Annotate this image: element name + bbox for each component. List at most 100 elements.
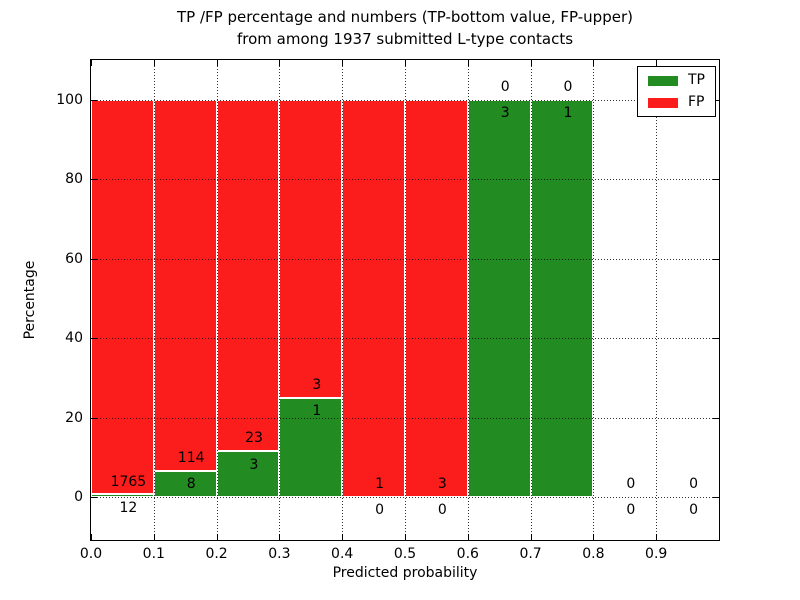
bar-annotation-fp: 0 bbox=[563, 79, 573, 96]
bar-annotation-fp: 23 bbox=[245, 430, 263, 447]
x-tick-mark bbox=[468, 534, 469, 540]
bar-annotation-tp: 8 bbox=[186, 476, 196, 493]
chart-title-line-2: from among 1937 submitted L-type contact… bbox=[236, 30, 574, 48]
bar-fp bbox=[342, 100, 405, 497]
y-tick-mark bbox=[713, 100, 719, 101]
y-tick-label: 100 bbox=[56, 92, 83, 108]
y-tick-label: 0 bbox=[74, 489, 83, 505]
x-tick-label: 0.2 bbox=[205, 546, 228, 562]
y-tick-label: 60 bbox=[65, 250, 83, 267]
bar-annotation-tp: 1 bbox=[563, 105, 573, 122]
x-tick-mark bbox=[468, 60, 469, 66]
y-tick-mark bbox=[91, 258, 97, 260]
legend-item-tp: TP bbox=[648, 72, 705, 89]
x-tick-mark bbox=[405, 60, 406, 66]
bar-annotation-tp: 0 bbox=[689, 502, 699, 519]
y-axis-label: Percentage bbox=[22, 260, 38, 340]
bar-annotation-fp: 0 bbox=[500, 79, 510, 96]
x-tick-label: 0.9 bbox=[645, 546, 668, 562]
y-tick-mark bbox=[91, 100, 97, 101]
bar-annotation-tp: 3 bbox=[249, 456, 259, 473]
legend-label-tp: TP bbox=[688, 72, 705, 88]
bar-annotation-fp: 3 bbox=[312, 377, 322, 394]
x-tick-mark bbox=[91, 60, 92, 66]
x-tick-mark bbox=[342, 60, 343, 66]
legend: TP FP bbox=[637, 66, 716, 117]
legend-swatch-fp-icon bbox=[648, 97, 678, 108]
plot-area: TP FP 1765 12 114 8 23 3 3 1 1 0 3 0 0 3 0 1 0 0 0 0 bbox=[90, 59, 720, 541]
grid-line-vertical bbox=[217, 60, 218, 540]
bar-annotation-tp: 1 bbox=[312, 403, 322, 420]
y-tick-mark bbox=[91, 338, 97, 340]
y-tick-label: 80 bbox=[65, 171, 83, 188]
bar-tp bbox=[467, 100, 531, 497]
bar-fp bbox=[216, 100, 280, 452]
bar-annotation-tp: 0 bbox=[437, 502, 447, 519]
x-tick-mark bbox=[279, 534, 280, 540]
x-tick-mark bbox=[531, 534, 532, 540]
x-tick-label: 0.1 bbox=[142, 546, 165, 562]
grid-line-vertical bbox=[405, 60, 406, 540]
y-tick-mark bbox=[713, 258, 719, 260]
x-tick-mark bbox=[279, 60, 280, 66]
grid-line-vertical bbox=[279, 60, 280, 540]
x-tick-mark bbox=[405, 534, 406, 540]
y-tick-mark bbox=[713, 417, 719, 419]
grid-line-vertical bbox=[468, 60, 469, 540]
grid-line-vertical bbox=[656, 60, 657, 540]
bar-tp bbox=[153, 470, 217, 497]
x-tick-label: 0.6 bbox=[456, 546, 479, 562]
bar-annotation-tp: 3 bbox=[500, 105, 510, 122]
bar-annotation-tp: 0 bbox=[626, 502, 636, 519]
chart-title-line-1: TP /FP percentage and numbers (TP-bottom… bbox=[177, 8, 633, 26]
grid-line-vertical bbox=[593, 60, 594, 540]
x-tick-mark bbox=[593, 534, 594, 540]
x-tick-label: 0.4 bbox=[331, 546, 354, 562]
y-tick-mark bbox=[713, 497, 719, 498]
x-tick-mark bbox=[154, 60, 155, 66]
y-tick-mark bbox=[91, 497, 97, 498]
x-tick-mark bbox=[217, 534, 218, 540]
bar-annotation-fp: 0 bbox=[689, 476, 699, 493]
bar-annotation-fp: 3 bbox=[437, 476, 447, 493]
legend-item-fp: FP bbox=[648, 94, 705, 111]
bar-annotation-fp: 114 bbox=[177, 450, 205, 467]
legend-swatch-tp-icon bbox=[648, 75, 678, 86]
y-tick-mark bbox=[713, 179, 719, 181]
x-tick-label: 0.8 bbox=[582, 546, 605, 562]
bar-annotation-tp: 0 bbox=[375, 502, 385, 519]
bar-annotation-fp: 1765 bbox=[110, 473, 147, 490]
x-tick-mark bbox=[531, 60, 532, 66]
y-tick-label: 40 bbox=[65, 330, 83, 347]
bar-fp bbox=[279, 100, 343, 398]
x-tick-mark bbox=[656, 60, 657, 66]
bar-annotation-fp: 0 bbox=[626, 476, 636, 493]
x-axis-label: Predicted probability bbox=[332, 565, 478, 581]
x-tick-mark bbox=[656, 534, 657, 540]
x-tick-label: 0.3 bbox=[268, 546, 291, 562]
y-tick-label: 20 bbox=[65, 409, 83, 426]
bar-fp bbox=[405, 100, 468, 497]
x-tick-label: 0.5 bbox=[393, 546, 417, 562]
y-tick-mark bbox=[91, 179, 97, 181]
legend-label-fp: FP bbox=[688, 94, 705, 110]
bar-tp bbox=[530, 100, 594, 497]
y-tick-mark bbox=[713, 338, 719, 340]
bar-annotation-fp: 1 bbox=[375, 476, 385, 493]
x-tick-mark bbox=[342, 534, 343, 540]
grid-line-vertical bbox=[531, 60, 532, 540]
x-tick-label: 0.0 bbox=[79, 546, 103, 562]
grid-line-vertical bbox=[342, 60, 343, 540]
bar-fp bbox=[91, 100, 154, 495]
x-tick-mark bbox=[91, 534, 92, 540]
bar-tp bbox=[279, 397, 343, 497]
chart-title: TP /FP percentage and numbers (TP-bottom… bbox=[91, 6, 719, 50]
bar-annotation-tp: 12 bbox=[119, 499, 138, 516]
y-tick-mark bbox=[91, 417, 97, 419]
x-tick-mark bbox=[154, 534, 155, 540]
bar-tp bbox=[91, 494, 154, 497]
grid-line-vertical bbox=[154, 60, 155, 540]
x-tick-mark bbox=[217, 60, 218, 66]
bar-fp bbox=[153, 100, 217, 471]
